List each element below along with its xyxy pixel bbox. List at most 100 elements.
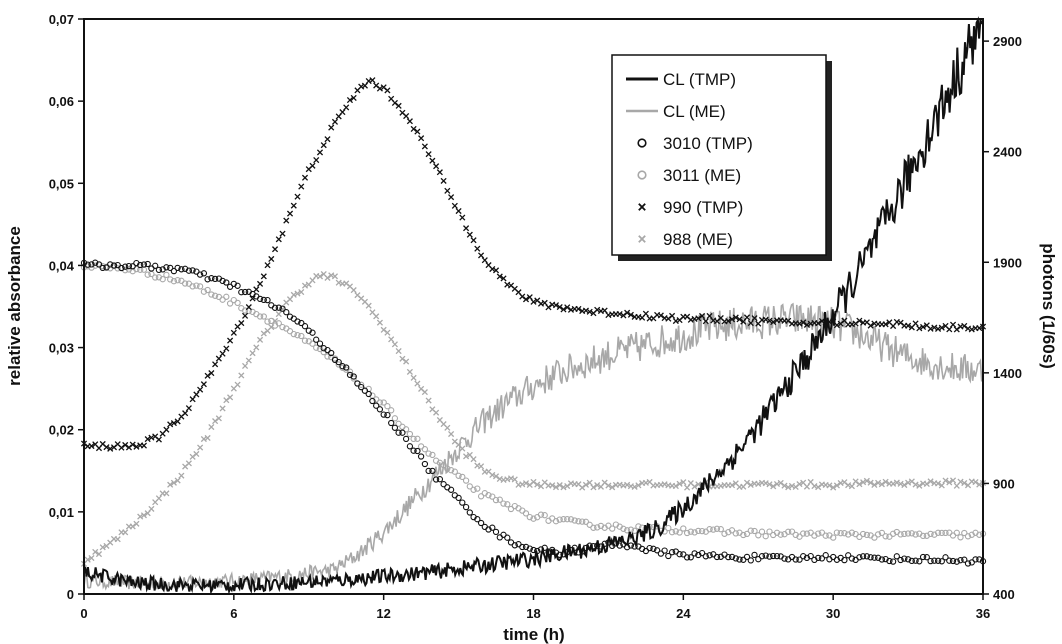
- data-point: [316, 273, 324, 280]
- data-point: [938, 529, 945, 537]
- data-point: [492, 496, 500, 504]
- data-point: [867, 554, 874, 561]
- data-point: [410, 374, 417, 381]
- data-point: [316, 149, 324, 156]
- data-point: [204, 372, 211, 379]
- data-point: [226, 300, 234, 307]
- data-point: [912, 481, 919, 488]
- data-point: [492, 267, 500, 274]
- data-point: [890, 480, 897, 487]
- data-point: [961, 529, 968, 537]
- data-point: [856, 554, 863, 561]
- data-point: [388, 407, 395, 414]
- data-point: [743, 314, 751, 321]
- data-point: [137, 261, 144, 269]
- data-point: [167, 264, 174, 272]
- legend-entry: 3011 (ME): [637, 166, 741, 185]
- series-line: [83, 16, 984, 596]
- data-point: [792, 556, 799, 563]
- data-point: [402, 426, 410, 433]
- data-point: [889, 558, 897, 565]
- data-point: [556, 482, 563, 489]
- data-point: [140, 266, 148, 273]
- data-point: [863, 477, 870, 484]
- data-point: [766, 317, 773, 324]
- data-point: [575, 518, 582, 525]
- data-point: [444, 424, 451, 431]
- y-left-tick-label: 0,05: [49, 176, 74, 191]
- data-point: [193, 450, 200, 458]
- legend-label: CL (TMP): [663, 70, 736, 89]
- data-point: [560, 516, 567, 523]
- data-point: [380, 411, 387, 418]
- data-point: [668, 549, 676, 556]
- data-point: [624, 309, 631, 316]
- data-point: [230, 329, 237, 336]
- data-point: [916, 325, 923, 332]
- legend-label: 990 (TMP): [663, 198, 743, 217]
- data-point: [946, 557, 953, 564]
- data-point: [848, 529, 856, 536]
- data-point: [421, 143, 428, 150]
- data-point: [878, 556, 886, 563]
- data-point: [949, 477, 957, 484]
- y-right-tick-label: 400: [993, 587, 1015, 602]
- data-point: [275, 236, 282, 243]
- data-point: [489, 471, 496, 479]
- data-point: [335, 361, 342, 368]
- data-point: [683, 554, 691, 561]
- data-point: [889, 530, 897, 537]
- data-point: [743, 553, 751, 561]
- data-point: [537, 546, 545, 553]
- data-point: [874, 531, 882, 538]
- data-point: [650, 523, 657, 531]
- data-point: [871, 554, 878, 561]
- data-point: [773, 552, 781, 560]
- data-point: [728, 316, 736, 323]
- data-point: [227, 394, 234, 401]
- data-point: [964, 533, 972, 540]
- data-point: [856, 481, 863, 488]
- data-point: [695, 315, 702, 322]
- data-point: [859, 530, 867, 538]
- data-point: [927, 530, 934, 538]
- data-point: [642, 310, 649, 317]
- data-point: [256, 313, 264, 320]
- data-point: [567, 516, 575, 523]
- data-point: [961, 556, 968, 563]
- data-point: [942, 529, 949, 537]
- data-point: [219, 405, 226, 412]
- y-right-tick-label: 1400: [993, 366, 1022, 381]
- data-point: [687, 528, 694, 535]
- data-point: [152, 262, 159, 269]
- data-point: [414, 380, 421, 387]
- data-point: [197, 386, 204, 393]
- data-point: [294, 290, 301, 297]
- data-point: [256, 295, 264, 303]
- data-point: [152, 274, 159, 281]
- data-point: [908, 530, 915, 537]
- data-point: [976, 325, 983, 332]
- data-point: [346, 371, 354, 379]
- data-point: [815, 530, 822, 537]
- data-point: [717, 526, 724, 533]
- data-point: [755, 532, 762, 539]
- data-point: [196, 271, 204, 278]
- data-point: [680, 551, 687, 558]
- data-point: [942, 477, 949, 484]
- data-point: [878, 529, 886, 537]
- data-point: [489, 265, 496, 273]
- data-point: [339, 363, 346, 370]
- data-point: [395, 102, 402, 109]
- data-point: [271, 304, 279, 311]
- data-point: [511, 476, 518, 483]
- data-point: [477, 252, 485, 259]
- data-point: [185, 267, 193, 274]
- data-point: [448, 430, 455, 438]
- data-point: [133, 520, 140, 527]
- data-point: [406, 443, 414, 450]
- data-point: [650, 545, 657, 552]
- data-point: [957, 534, 964, 541]
- data-point: [743, 479, 751, 486]
- y-left-tick-label: 0,01: [49, 505, 74, 520]
